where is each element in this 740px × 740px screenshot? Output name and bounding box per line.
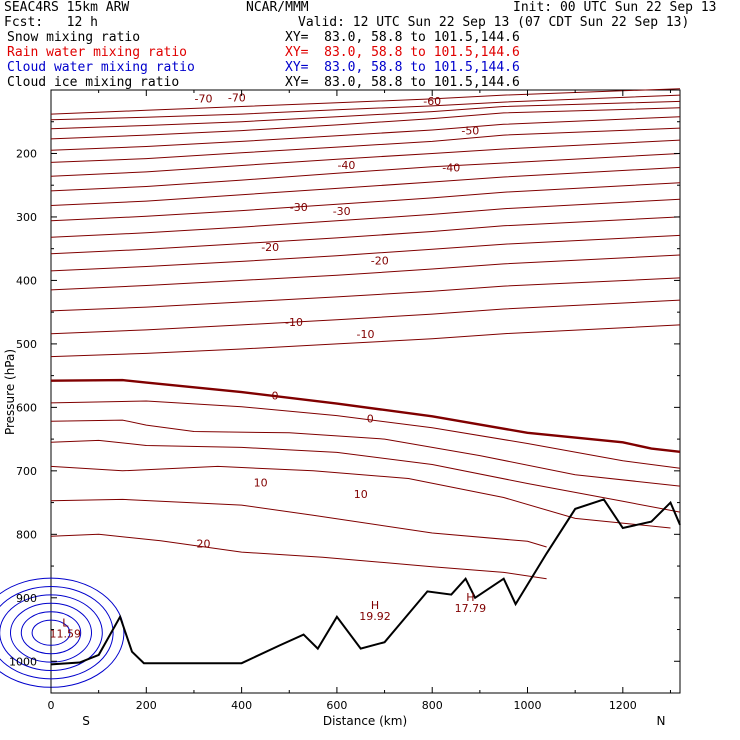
legend-cloud-water-xy: XY= 83.0, 58.8 to 101.5,144.6 <box>285 60 520 75</box>
legend-cloud-ice-xy: XY= 83.0, 58.8 to 101.5,144.6 <box>285 75 520 90</box>
x-tick-label: 400 <box>231 699 252 712</box>
isotherm-line <box>50 94 681 121</box>
contour-label: -40 <box>442 162 460 175</box>
isotherm-line <box>50 100 681 130</box>
isotherm-line <box>50 439 681 513</box>
contour-label: -30 <box>333 205 351 218</box>
y-tick-label: 500 <box>16 338 37 351</box>
model-title: SEAC4RS 15km ARW <box>4 0 130 15</box>
cloud-water-contour <box>0 594 103 671</box>
plot-frame <box>50 89 681 694</box>
isotherm-line <box>50 107 681 140</box>
isotherm-line <box>50 277 681 312</box>
cloud-water-contour <box>0 586 114 680</box>
contour-label: 20 <box>196 537 210 550</box>
isotherm-line <box>50 324 681 358</box>
legend-rain-xy: XY= 83.0, 58.8 to 101.5,144.6 <box>285 45 520 60</box>
isotherm-line <box>50 139 681 177</box>
isotherm-line <box>50 498 547 548</box>
contour-label: -50 <box>461 124 479 137</box>
contour-label: 0 <box>271 390 278 403</box>
isotherm-line <box>50 153 681 192</box>
contour-label: -40 <box>337 159 355 172</box>
isotherm-line <box>50 88 681 115</box>
y-tick-label: 300 <box>16 211 37 224</box>
isotherm-line <box>50 116 681 151</box>
y-tick-label: 800 <box>16 528 37 541</box>
isotherm-layer <box>50 88 681 580</box>
contour-label: 10 <box>354 488 368 501</box>
terrain-line <box>50 498 681 666</box>
valid-time: Valid: 12 UTC Sun 22 Sep 13 (07 CDT Sun … <box>298 15 690 30</box>
x-tick-label: 1200 <box>609 699 637 712</box>
cloud-water-contour <box>31 619 71 646</box>
isotherm-line <box>50 254 681 291</box>
y-tick-label: 600 <box>16 401 37 414</box>
cloud-water-contour <box>20 611 82 655</box>
y-tick-label: 400 <box>16 274 37 287</box>
x-tick-label: 1000 <box>514 699 542 712</box>
x-axis-ticks: 0 200 400 600 800 1000 1200 <box>48 90 671 712</box>
isotherm-line <box>50 216 681 255</box>
legend-snow-label: Snow mixing ratio <box>7 30 141 45</box>
contour-label: -10 <box>357 328 375 341</box>
extremum-type: H <box>371 599 379 612</box>
isotherm-line <box>50 198 681 238</box>
extremum-type: L <box>62 616 69 629</box>
legend-rain-label: Rain water mixing ratio <box>7 45 188 60</box>
x-axis-left-end: S <box>82 714 90 728</box>
y-axis-label: Pressure (hPa) <box>3 349 17 435</box>
x-axis-right-end: N <box>657 714 666 728</box>
contour-label: 0 <box>367 412 374 425</box>
contour-label: -10 <box>285 316 303 329</box>
contour-label: -70 <box>195 93 213 106</box>
extremum-value: 11.59 <box>50 627 82 640</box>
init-time: Init: 00 UTC Sun 22 Sep 13 <box>513 0 717 15</box>
isotherm-line <box>50 378 681 453</box>
x-axis-label: Distance (km) <box>323 714 407 728</box>
isotherm-line <box>50 299 681 335</box>
isotherm-line <box>50 465 671 529</box>
extremum-value: 17.79 <box>455 602 487 615</box>
contour-labels: -70 -70 -60 -50 -40 -40 -30 -30 -20 -20 -10 -10 0 0 10… <box>195 91 480 550</box>
isotherm-line <box>50 166 681 206</box>
x-tick-label: 600 <box>326 699 347 712</box>
cloud-water-contour <box>10 602 92 663</box>
contour-label: 10 <box>254 477 268 490</box>
y-tick-label: 1000 <box>9 655 37 668</box>
extremum-type: H <box>466 591 474 604</box>
center-title: NCAR/MMM <box>246 0 309 15</box>
isotherm-line <box>50 234 681 272</box>
x-tick-label: 0 <box>48 699 55 712</box>
isotherm-line <box>50 182 681 222</box>
contour-label: -30 <box>290 201 308 214</box>
contour-label: -70 <box>228 91 246 104</box>
y-tick-label: 700 <box>16 465 37 478</box>
y-tick-label: 900 <box>16 592 37 605</box>
x-tick-label: 200 <box>136 699 157 712</box>
contour-label: -60 <box>423 95 441 108</box>
isotherm-line <box>50 400 681 469</box>
forecast-hour: Fcst: 12 h <box>4 15 98 30</box>
x-tick-label: 800 <box>422 699 443 712</box>
isotherm-line <box>50 533 547 580</box>
contour-label: -20 <box>371 254 389 267</box>
legend-snow-xy: XY= 83.0, 58.8 to 101.5,144.6 <box>285 30 520 45</box>
legend-cloud-water-label: Cloud water mixing ratio <box>7 60 195 75</box>
terrain-layer <box>50 498 681 666</box>
y-tick-label: 200 <box>16 147 37 160</box>
isotherm-line <box>50 419 681 487</box>
contour-label: -20 <box>261 241 279 254</box>
legend-cloud-ice-label: Cloud ice mixing ratio <box>7 75 180 90</box>
isotherm-line <box>50 127 681 163</box>
extremum-value: 19.92 <box>359 610 391 623</box>
